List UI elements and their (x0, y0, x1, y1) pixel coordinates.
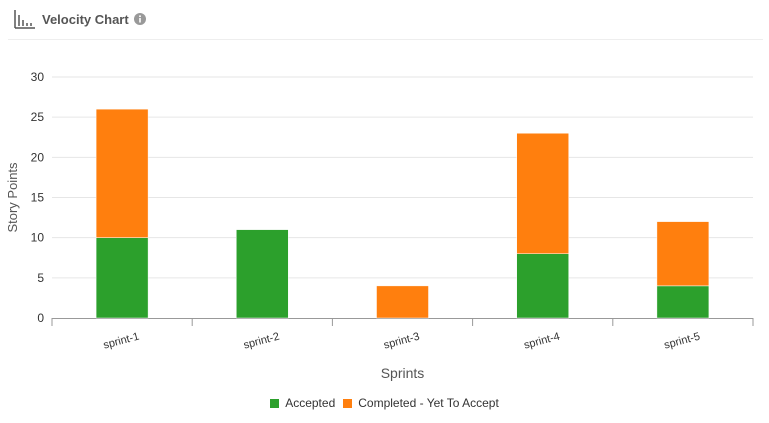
x-tick-label: sprint-4 (523, 331, 562, 352)
legend-item-accepted[interactable]: Accepted (270, 396, 335, 410)
x-tick-label: sprint-3 (382, 331, 421, 352)
chart-legend: Accepted Completed - Yet To Accept (0, 396, 769, 410)
x-tick-label: sprint-2 (242, 331, 281, 352)
page-title: Velocity Chart (42, 11, 129, 27)
legend-label-accepted: Accepted (285, 396, 336, 410)
y-tick-label: 5 (37, 271, 44, 285)
y-tick-label: 20 (31, 150, 45, 164)
y-tick-label: 0 (37, 311, 44, 325)
bar-accepted (516, 253, 569, 319)
legend-item-completed[interactable]: Completed - Yet To Accept (343, 396, 499, 410)
chart-header: Velocity Chart (14, 8, 146, 30)
y-tick-label: 25 (31, 110, 45, 124)
bar-chart-icon (14, 10, 35, 29)
header-divider (8, 39, 763, 40)
bar-accepted (236, 229, 289, 319)
y-tick-label: 10 (31, 231, 45, 245)
info-icon[interactable] (133, 13, 146, 25)
legend-swatch-accepted (270, 398, 280, 408)
x-tick-label: sprint-1 (102, 331, 141, 352)
legend-swatch-completed (343, 398, 353, 408)
velocity-chart: 0 5 10 15 20 25 30 sprint-1 sprint-2 sprint-3 spri… (5, 70, 754, 381)
bar-completed (656, 221, 710, 287)
y-tick-label: 30 (31, 70, 45, 84)
bar-completed (516, 132, 569, 254)
bar-accepted (95, 237, 149, 319)
bar-accepted (656, 285, 710, 319)
bar-completed (376, 285, 429, 319)
legend-label-completed: Completed - Yet To Accept (358, 396, 499, 410)
y-tick-label: 15 (31, 191, 45, 205)
x-tick-label: sprint-5 (663, 331, 702, 352)
bar-completed (95, 108, 149, 238)
x-axis-title: Sprints (381, 365, 425, 381)
y-axis-title: Story Points (5, 162, 20, 233)
